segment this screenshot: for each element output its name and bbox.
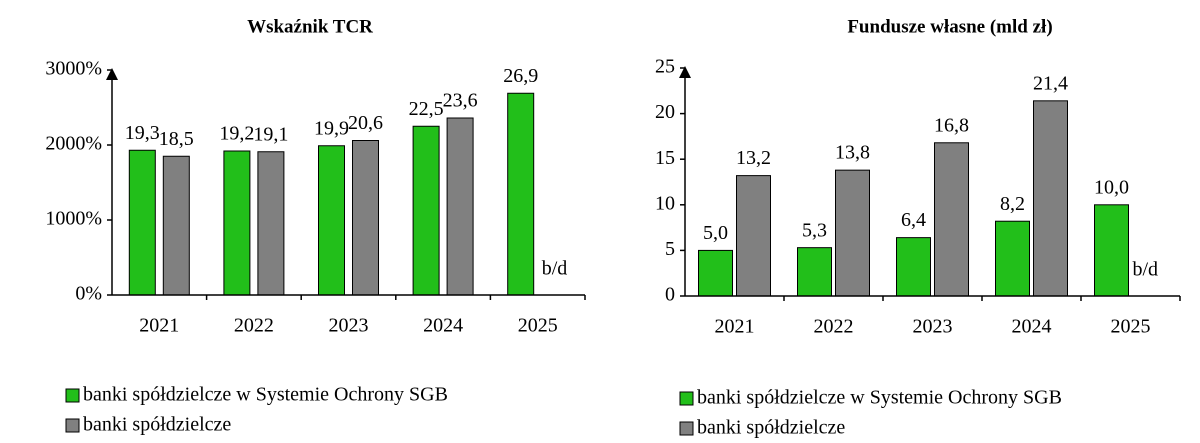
data-label: 19,3 [125,122,160,144]
y-tick-label: 0% [75,283,102,305]
bar [1033,100,1068,297]
annotation: b/d [1133,259,1159,281]
x-tick-label: 2024 [423,315,463,337]
data-label: 5,0 [703,222,728,244]
data-label: 23,6 [443,90,478,112]
x-tick-label: 2025 [1111,316,1151,338]
chart-title: Wskaźnik TCR [247,16,373,37]
bar [698,249,733,297]
bar [507,92,535,296]
y-tick-label: 20 [655,101,675,123]
legend-label: banki spółdzielcze w Systemie Ochrony SG… [697,387,1062,409]
legend-swatch [65,418,80,433]
bar [797,247,832,297]
legend-swatch [679,391,694,406]
legend-label: banki spółdzielcze [83,414,231,436]
bar [995,220,1030,297]
bar [162,155,190,296]
x-tick-label: 2022 [814,316,854,338]
y-tick-label: 0 [665,284,675,306]
legend-swatch [679,421,694,436]
y-axis-arrow [106,68,118,80]
annotation: b/d [542,258,568,280]
x-tick-label: 2022 [234,315,274,337]
bar [446,117,474,296]
legend-label: banki spółdzielcze [697,417,845,439]
y-tick-label: 3000% [45,58,102,80]
bar [736,175,771,297]
bar [318,145,345,296]
data-label: 19,1 [253,123,288,145]
data-label: 26,9 [503,65,538,87]
data-label: 19,2 [219,123,254,145]
x-tick-label: 2023 [913,316,953,338]
legend-swatch [65,388,80,403]
data-label: 20,6 [348,112,383,134]
data-label: 8,2 [1000,193,1025,215]
bar [934,142,969,297]
y-tick-label: 1000% [45,208,102,230]
x-tick-label: 2024 [1012,316,1052,338]
y-tick-label: 15 [655,147,675,169]
data-label: 22,5 [409,98,444,120]
data-label: 21,4 [1033,72,1068,94]
y-axis-arrow [679,66,691,78]
data-label: 6,4 [901,209,926,231]
y-tick-label: 5 [665,238,675,260]
bar [896,237,931,297]
y-tick-label: 25 [655,56,675,78]
x-tick-label: 2021 [139,315,179,337]
x-tick-label: 2021 [715,316,755,338]
chart-title: Fundusze własne (mld zł) [847,16,1052,37]
data-label: 19,9 [314,117,349,139]
y-tick-label: 2000% [45,133,102,155]
bar [1094,204,1129,297]
bar [257,151,285,296]
y-tick-label: 10 [655,192,675,214]
bar [835,169,870,297]
bar [412,125,440,296]
data-label: 5,3 [802,219,827,241]
x-tick-label: 2025 [518,315,558,337]
data-label: 13,2 [736,147,771,169]
legend-label: banki spółdzielcze w Systemie Ochrony SG… [83,384,448,406]
bar [352,140,379,296]
bar [128,149,156,296]
data-label: 10,0 [1094,176,1129,198]
data-label: 13,8 [835,142,870,164]
data-label: 18,5 [159,128,194,150]
bar [223,150,251,296]
data-label: 16,8 [934,114,969,136]
x-tick-label: 2023 [329,315,369,337]
